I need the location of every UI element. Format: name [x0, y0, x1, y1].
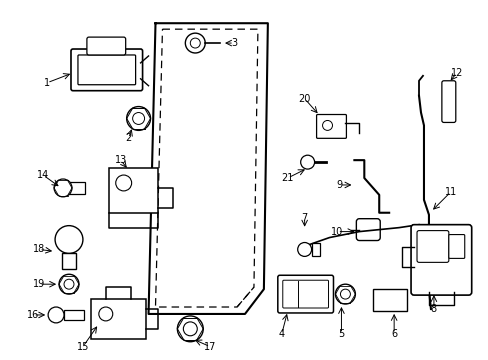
FancyBboxPatch shape	[416, 231, 448, 262]
FancyBboxPatch shape	[71, 49, 142, 91]
Bar	[311, 243, 319, 256]
FancyBboxPatch shape	[316, 114, 346, 138]
Text: 8: 8	[430, 304, 436, 314]
Circle shape	[64, 279, 74, 289]
Text: 12: 12	[449, 68, 462, 78]
FancyBboxPatch shape	[441, 81, 455, 122]
Text: 17: 17	[203, 342, 216, 352]
Bar	[63, 182, 85, 194]
FancyBboxPatch shape	[108, 168, 158, 213]
Circle shape	[185, 33, 205, 53]
Text: 2: 2	[125, 133, 132, 143]
Circle shape	[335, 284, 355, 304]
Circle shape	[99, 307, 113, 321]
FancyBboxPatch shape	[282, 280, 328, 308]
Circle shape	[183, 322, 197, 336]
Text: 15: 15	[77, 342, 89, 352]
FancyBboxPatch shape	[91, 299, 145, 339]
Text: 19: 19	[33, 279, 45, 289]
Circle shape	[177, 316, 203, 342]
Circle shape	[126, 107, 150, 130]
Text: 6: 6	[390, 329, 396, 339]
Text: 13: 13	[114, 155, 126, 165]
Text: 16: 16	[27, 310, 39, 320]
Text: 18: 18	[33, 244, 45, 255]
Text: 4: 4	[278, 329, 285, 339]
Circle shape	[322, 121, 332, 130]
Circle shape	[54, 179, 72, 197]
Text: 9: 9	[336, 180, 342, 190]
Text: 5: 5	[338, 329, 344, 339]
Circle shape	[190, 38, 200, 48]
FancyBboxPatch shape	[87, 37, 125, 55]
Text: 1: 1	[44, 78, 50, 88]
FancyBboxPatch shape	[356, 219, 380, 240]
Circle shape	[297, 243, 311, 256]
Bar	[64, 310, 84, 320]
FancyBboxPatch shape	[448, 235, 464, 258]
FancyBboxPatch shape	[78, 55, 135, 85]
Circle shape	[300, 155, 314, 169]
Circle shape	[55, 226, 83, 253]
Text: 7: 7	[301, 213, 307, 223]
FancyBboxPatch shape	[277, 275, 333, 313]
Circle shape	[48, 307, 64, 323]
FancyBboxPatch shape	[410, 225, 471, 295]
Circle shape	[116, 175, 131, 191]
Bar	[62, 253, 76, 269]
Circle shape	[340, 289, 350, 299]
Text: 11: 11	[444, 187, 456, 197]
Circle shape	[132, 113, 144, 125]
Text: 20: 20	[298, 94, 310, 104]
Text: 10: 10	[331, 226, 343, 237]
FancyBboxPatch shape	[372, 289, 406, 311]
Text: 3: 3	[230, 38, 237, 48]
Text: 14: 14	[37, 170, 49, 180]
Text: 21: 21	[281, 173, 293, 183]
Circle shape	[59, 274, 79, 294]
